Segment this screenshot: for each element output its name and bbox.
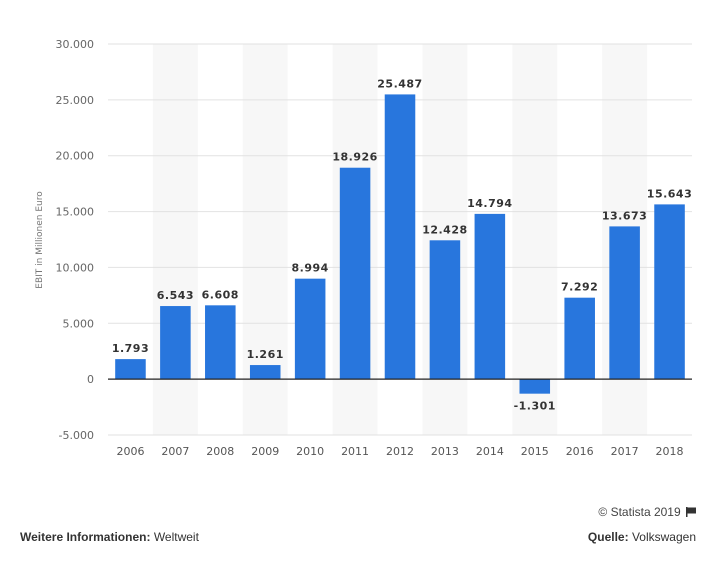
y-tick-label: 10.000 <box>56 261 95 274</box>
bar-2008[interactable] <box>205 305 236 380</box>
y-tick-label: 0 <box>87 373 94 386</box>
data-labels: 1.793 6.543 6.608 1.261 8.994 18.926 25.487 12.… <box>112 77 692 412</box>
copyright-text: © Statista 2019 <box>598 505 681 519</box>
y-axis-label: EBIT in Millionen Euro <box>35 191 45 289</box>
bar-2015[interactable] <box>519 379 551 394</box>
y-tick-label: 30.000 <box>56 38 95 51</box>
data-label-2006: 1.793 <box>112 342 149 355</box>
data-label-2010: 8.994 <box>292 262 329 275</box>
x-tick-label: 2013 <box>431 445 459 458</box>
bar-2010[interactable] <box>294 278 326 380</box>
bar-2016[interactable] <box>564 297 595 380</box>
more-info-value: Weltweit <box>153 530 199 544</box>
data-label-2016: 7.292 <box>561 281 598 294</box>
x-tick-label: 2015 <box>521 445 549 458</box>
more-information[interactable]: Weitere Informationen: Weltweit <box>20 530 199 544</box>
bar-2014[interactable] <box>474 213 506 380</box>
bar-2006[interactable] <box>115 359 146 380</box>
bar-2012[interactable] <box>384 94 416 380</box>
x-tick-label: 2018 <box>656 445 684 458</box>
x-tick-label: 2014 <box>476 445 504 458</box>
x-tick-label: 2009 <box>251 445 279 458</box>
source-info[interactable]: Quelle: Volkswagen <box>588 530 696 544</box>
data-label-2018: 15.643 <box>647 187 692 200</box>
x-tick-label: 2012 <box>386 445 414 458</box>
data-label-2013: 12.428 <box>422 223 467 236</box>
data-label-2007: 6.543 <box>157 289 194 302</box>
data-label-2008: 6.608 <box>202 288 239 301</box>
bar-2009[interactable] <box>249 365 281 380</box>
x-tick-label: 2017 <box>611 445 639 458</box>
data-label-2015: -1.301 <box>514 400 556 413</box>
y-tick-label: 15.000 <box>56 206 95 219</box>
y-tick-label: -5.000 <box>59 429 94 442</box>
flag-icon[interactable] <box>686 507 696 517</box>
bar-2018[interactable] <box>654 204 685 380</box>
data-label-2012: 25.487 <box>377 77 422 90</box>
x-tick-label: 2007 <box>161 445 189 458</box>
x-tick-label: 2008 <box>206 445 234 458</box>
bars <box>115 94 685 394</box>
data-label-2014: 14.794 <box>467 197 512 210</box>
bar-2011[interactable] <box>339 167 371 380</box>
x-axis-ticks: 2006 2007 2008 2009 2010 2011 2012 2013 2014 2015… <box>116 445 683 458</box>
bar-2007[interactable] <box>160 306 191 380</box>
y-tick-label: 5.000 <box>63 317 95 330</box>
source-label: Quelle: <box>587 530 629 544</box>
x-tick-label: 2010 <box>296 445 324 458</box>
bar-2013[interactable] <box>429 240 461 380</box>
y-axis-ticks: 30.000 25.000 20.000 15.000 10.000 5.000 0 -5.0… <box>56 38 95 442</box>
data-label-2009: 1.261 <box>247 348 284 361</box>
more-info-label: Weitere Informationen: <box>20 530 151 544</box>
bar-chart: 30.000 25.000 20.000 15.000 10.000 5.000 0 -5.0… <box>35 38 692 458</box>
data-label-2011: 18.926 <box>332 151 377 164</box>
data-label-2017: 13.673 <box>602 209 647 222</box>
copyright-notice[interactable]: © Statista 2019 <box>598 505 696 519</box>
x-tick-label: 2011 <box>341 445 369 458</box>
bar-2017[interactable] <box>609 226 640 380</box>
x-tick-label: 2016 <box>566 445 594 458</box>
x-tick-label: 2006 <box>116 445 144 458</box>
y-tick-label: 20.000 <box>56 150 95 163</box>
column-band <box>512 44 558 435</box>
y-tick-label: 25.000 <box>56 94 95 107</box>
source-value: Volkswagen <box>631 530 696 544</box>
